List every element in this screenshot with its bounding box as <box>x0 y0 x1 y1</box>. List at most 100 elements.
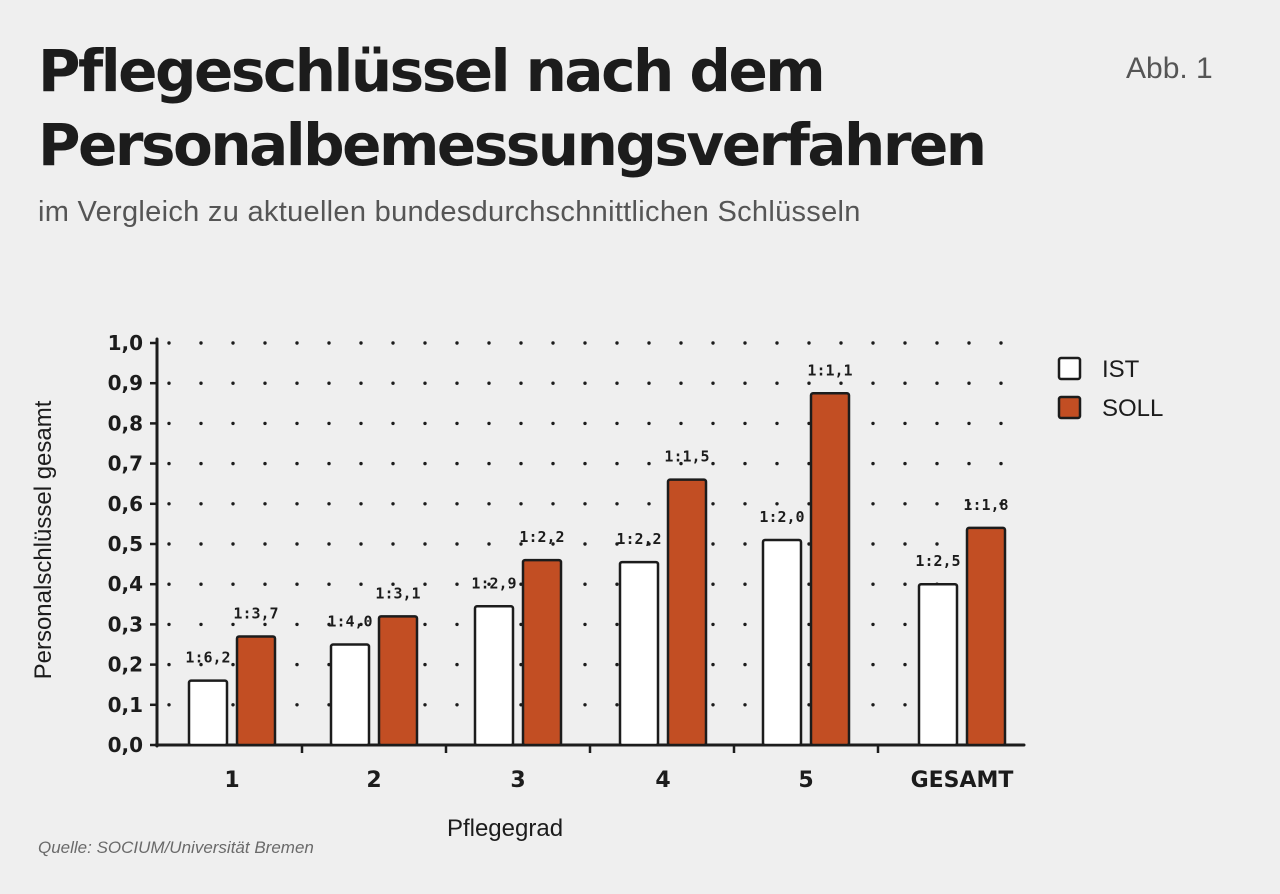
grid-dot <box>711 582 715 586</box>
grid-dot <box>903 622 907 627</box>
bar-soll <box>666 478 708 747</box>
grid-dot <box>295 542 299 546</box>
grid-dot <box>167 381 171 385</box>
grid-dot <box>583 622 587 627</box>
bar-label-soll: 1:3,7 <box>233 604 278 622</box>
grid-dot <box>647 542 651 546</box>
grid-dot <box>871 622 875 627</box>
grid-dot <box>871 341 875 345</box>
bar-ist <box>917 582 959 747</box>
legend-swatch-soll <box>1057 395 1082 420</box>
grid-dot <box>455 703 459 707</box>
grid-dot <box>455 542 459 546</box>
bar-label-ist: 1:6,2 <box>185 649 230 667</box>
grid-dot <box>775 341 779 345</box>
grid-dot <box>999 502 1003 506</box>
grid-dot <box>519 381 523 385</box>
grid-dot <box>263 582 267 586</box>
grid-dot <box>487 461 491 466</box>
x-tick-label: 1 <box>224 768 239 793</box>
grid-dot <box>615 582 619 586</box>
grid-dot <box>391 381 395 385</box>
grid-dot <box>711 502 715 506</box>
grid-dot <box>743 542 747 546</box>
grid-dot <box>423 542 427 546</box>
grid-dot <box>167 542 171 546</box>
grid-dot <box>519 542 523 546</box>
grid-dot <box>295 582 299 586</box>
grid-dot <box>391 461 395 466</box>
y-tick-label: 0,8 <box>108 411 143 435</box>
grid-dot <box>551 542 555 546</box>
grid-dot <box>487 341 491 345</box>
grid-dot <box>647 421 651 426</box>
grid-dot <box>935 461 939 466</box>
bar-soll <box>809 392 851 747</box>
grid-dot <box>551 341 555 345</box>
grid-dot <box>551 381 555 385</box>
grid-dot <box>903 461 907 466</box>
grid-dot <box>455 341 459 345</box>
bar-label-soll: 1:2,2 <box>519 528 564 546</box>
grid-dot <box>615 381 619 385</box>
bar-label-ist: 1:4,0 <box>327 613 372 631</box>
y-tick-label: 1,0 <box>108 331 143 355</box>
grid-dot <box>775 502 779 506</box>
x-tick-label: 4 <box>655 768 670 793</box>
grid-dot <box>583 421 587 426</box>
grid-dot <box>679 381 683 385</box>
grid-dot <box>935 502 939 506</box>
grid-dot <box>775 381 779 385</box>
grid-dot <box>487 582 491 586</box>
grid-dot <box>263 381 267 385</box>
grid-dot <box>231 341 235 345</box>
grid-dot <box>743 461 747 466</box>
grid-dot <box>583 703 587 707</box>
grid-dot <box>775 421 779 426</box>
grid-dot <box>391 502 395 506</box>
grid-dot <box>487 421 491 426</box>
grid-dot <box>391 582 395 586</box>
grid-dot <box>359 582 363 586</box>
grid-dot <box>423 341 427 345</box>
grid-dot <box>871 542 875 546</box>
y-tick-label: 0,7 <box>108 452 143 476</box>
grid-dot <box>295 622 299 627</box>
grid-dot <box>871 461 875 466</box>
grid-dot <box>455 502 459 506</box>
grid-dot <box>327 461 331 466</box>
grid-dot <box>167 341 171 345</box>
grid-dot <box>263 622 267 627</box>
grid-dot <box>711 622 715 627</box>
grid-dot <box>199 502 203 506</box>
grid-dot <box>615 502 619 506</box>
grid-dot <box>199 542 203 546</box>
grid-dot <box>423 703 427 707</box>
grid-dot <box>199 341 203 345</box>
y-tick-label: 0,5 <box>108 532 143 556</box>
grid-dot <box>871 502 875 506</box>
grid-dot <box>999 381 1003 385</box>
grid-dot <box>327 502 331 506</box>
grid-dot <box>263 341 267 345</box>
grid-dot <box>199 421 203 426</box>
grid-dot <box>711 341 715 345</box>
grid-dot <box>711 381 715 385</box>
grid-dot <box>199 582 203 586</box>
grid-dot <box>231 542 235 546</box>
grid-dot <box>743 341 747 345</box>
bar-label-ist: 1:2,2 <box>616 530 661 548</box>
grid-dot <box>391 341 395 345</box>
grid-dot <box>295 341 299 345</box>
grid-dot <box>679 421 683 426</box>
x-axis-title: Pflegegrad <box>447 815 563 842</box>
bar-ist <box>473 605 515 747</box>
bar-ist <box>761 538 803 747</box>
grid-dot <box>295 502 299 506</box>
bar-label-ist: 1:2,5 <box>915 552 960 570</box>
grid-dot <box>999 421 1003 426</box>
grid-dot <box>743 421 747 426</box>
grid-dot <box>839 381 843 385</box>
grid-dot <box>967 381 971 385</box>
